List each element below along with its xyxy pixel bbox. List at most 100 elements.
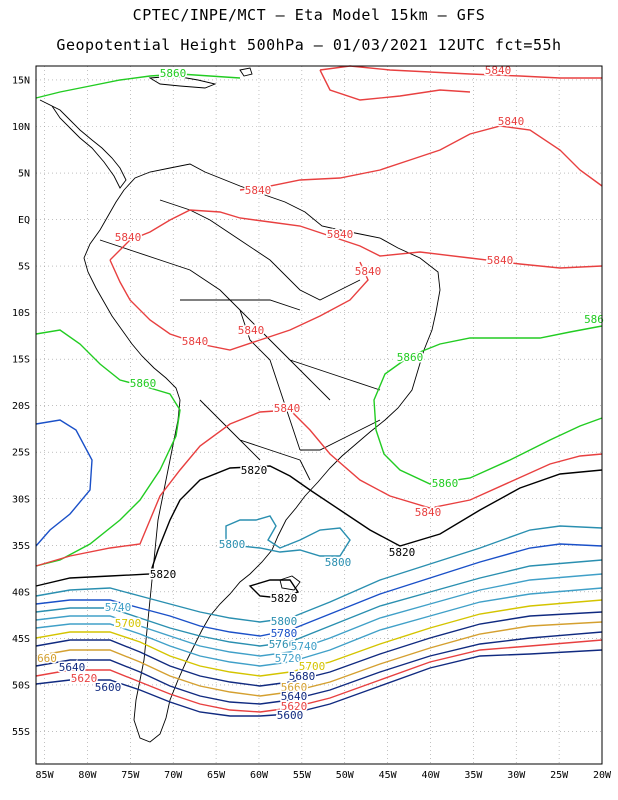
contour-label: 660: [37, 652, 57, 665]
contour-labels: 5860 5840 5840 5840 5840 5840 5840 5840 5840 5840…: [36, 63, 606, 724]
contour-label: 5840: [355, 265, 382, 278]
contour-label: 5840: [182, 335, 209, 348]
contour-5860-north: [35, 73, 241, 99]
lat-tick-label: 25S: [12, 448, 30, 459]
contour-label: 5600: [95, 681, 122, 694]
contour-5880-west: [35, 419, 93, 547]
contour-label: 5840: [415, 506, 442, 519]
map-title-line2: Geopotential Height 500hPa – 01/03/2021 …: [56, 36, 562, 54]
contour-label: 5860: [160, 67, 187, 80]
contour-label: 5640: [59, 661, 86, 674]
map-title-line1: CPTEC/INPE/MCT – Eta Model 15km – GFS: [132, 6, 486, 24]
contour-label: 5700: [299, 660, 326, 673]
country-borders: [99, 199, 381, 481]
lat-tick-label: 40S: [12, 587, 30, 598]
lat-tick-label: 5S: [18, 262, 30, 273]
lon-tick-label: 25W: [550, 770, 569, 781]
contour-label: 5620: [281, 700, 308, 713]
contour-label: 5720: [275, 652, 302, 665]
contour-label: 5600: [277, 709, 304, 722]
contour-label: 5740: [291, 640, 318, 653]
contour-5700: [35, 599, 603, 677]
lon-tick-label: 60W: [250, 770, 269, 781]
lon-tick-label: 65W: [207, 770, 226, 781]
contour-label: 5820: [241, 464, 268, 477]
contour-5660: [35, 621, 603, 697]
lon-tick-label: 50W: [336, 770, 355, 781]
lat-tick-label: 30S: [12, 494, 30, 505]
contour-5640: [35, 631, 603, 705]
south-america-coast: [83, 163, 441, 743]
lat-tick-label: 35S: [12, 541, 30, 552]
contour-label: 5820: [271, 592, 298, 605]
lon-tick-label: 30W: [507, 770, 526, 781]
falkland-islands: [279, 575, 301, 591]
lat-tick-label: EQ: [18, 215, 30, 226]
contour-5720: [35, 587, 603, 667]
lat-tick-label: 10S: [12, 308, 30, 319]
coastlines: [39, 67, 441, 743]
central-america-coast: [39, 99, 127, 189]
lat-tick-label: 15N: [12, 75, 30, 86]
lon-tick-label: 85W: [36, 770, 55, 781]
lon-tick-label: 70W: [164, 770, 183, 781]
contour-5840-central: [109, 209, 603, 351]
lat-tick-label: 55S: [12, 727, 30, 738]
contour-label: 5660: [281, 681, 308, 694]
lon-tick-label: 55W: [293, 770, 312, 781]
lat-tick-label: 20S: [12, 401, 30, 412]
contour-5800-south: [35, 525, 603, 623]
lat-tick-label: 45S: [12, 634, 30, 645]
lon-tick-label: 20W: [593, 770, 612, 781]
contour-5860-east: [373, 325, 603, 485]
lon-tick-label: 45W: [379, 770, 398, 781]
contour-5860-west: [35, 329, 181, 567]
lat-tick-label: 10N: [12, 122, 30, 133]
contour-label: 5800: [325, 556, 352, 569]
contour-label: 5860: [432, 477, 459, 490]
contour-label: 5840: [487, 254, 514, 267]
contour-label: 5640: [281, 690, 308, 703]
contour-5760: [35, 559, 603, 647]
contour-label: 5860: [130, 377, 157, 390]
caribbean-islands: [148, 67, 253, 89]
contour-label: 5820: [389, 546, 416, 559]
contour-label: 586: [584, 313, 604, 326]
lon-tick-label: 35W: [464, 770, 483, 781]
contour-5800-lake: [225, 515, 351, 557]
contour-5820: [35, 465, 603, 599]
contour-5620: [35, 639, 603, 713]
contour-label: 5840: [238, 324, 265, 337]
contour-5600: [35, 649, 603, 717]
contour-label: 5820: [150, 568, 177, 581]
contour-label: 5840: [245, 184, 272, 197]
contour-5780: [35, 543, 603, 637]
lat-tick-label: 5N: [18, 169, 30, 180]
lat-tick-label: 50S: [12, 680, 30, 691]
contour-5840-south: [35, 409, 603, 567]
lon-tick-label: 40W: [421, 770, 440, 781]
contour-label: 5800: [271, 615, 298, 628]
contour-label: 5840: [274, 402, 301, 415]
contour-label: 5840: [115, 231, 142, 244]
contour-label: 5680: [289, 670, 316, 683]
axis-ticks: 15N 10N 5N EQ 5S 10S 15S 20S 25S 30S 35S 40S 45S 50S 5…: [12, 75, 612, 781]
contour-label: 5840: [498, 115, 525, 128]
contour-label: 5740: [105, 601, 132, 614]
geopotential-contours: [35, 65, 603, 717]
contour-label: 5780: [271, 627, 298, 640]
contour-label: 5620: [71, 672, 98, 685]
lat-tick-label: 15S: [12, 355, 30, 366]
contour-5840-north: [239, 65, 603, 191]
contour-label: 5840: [327, 228, 354, 241]
contour-label: 5800: [219, 538, 246, 551]
contour-5740: [35, 573, 603, 657]
contour-5680: [35, 611, 603, 687]
map-frame: [35, 65, 603, 765]
contour-label: 5860: [397, 351, 424, 364]
lon-tick-label: 80W: [78, 770, 97, 781]
contour-label: 5700: [115, 617, 142, 630]
contour-label: 5760: [269, 638, 296, 651]
lon-tick-label: 75W: [121, 770, 140, 781]
